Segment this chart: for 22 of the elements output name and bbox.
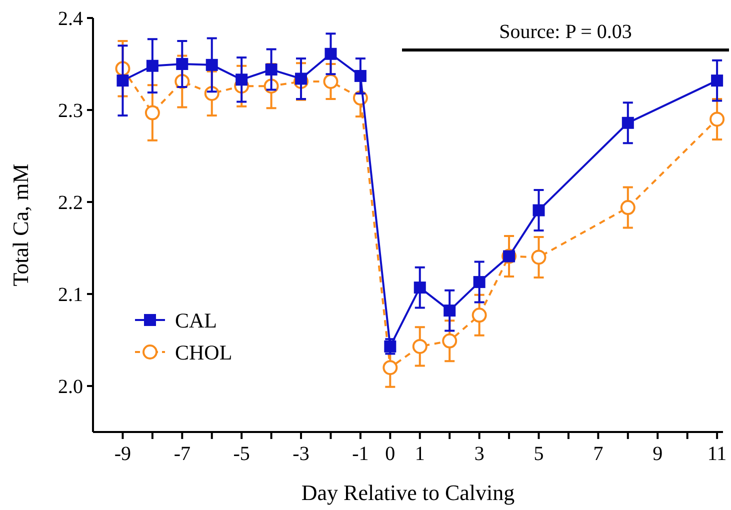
y-tick-label: 2.0 — [58, 376, 83, 398]
x-tick-label: -1 — [352, 443, 369, 465]
y-tick-label: 2.4 — [58, 8, 83, 30]
y-tick-label: 2.2 — [58, 192, 83, 214]
y-tick-label: 2.1 — [58, 284, 83, 306]
x-tick-label: 9 — [652, 443, 663, 465]
x-tick-label: 11 — [707, 443, 727, 465]
y-axis-title: Total Ca, mM — [8, 164, 33, 286]
x-tick-label: 0 — [385, 443, 396, 465]
annotation: Source: P = 0.03 — [499, 21, 632, 43]
x-tick-label: -3 — [292, 443, 310, 465]
x-tick-label: 1 — [414, 443, 425, 465]
x-tick-label: -5 — [233, 443, 250, 465]
legend-label: CAL — [175, 308, 217, 332]
x-tick-label: -7 — [174, 443, 190, 465]
x-tick-label: -9 — [114, 443, 132, 465]
x-tick-label: 7 — [593, 443, 604, 465]
x-axis-title: Day Relative to Calving — [301, 480, 515, 505]
x-tick-label: 3 — [474, 443, 484, 465]
legend-label: CHOL — [175, 340, 232, 364]
y-tick-label: 2.3 — [58, 100, 83, 122]
x-tick-label: 5 — [534, 443, 544, 465]
